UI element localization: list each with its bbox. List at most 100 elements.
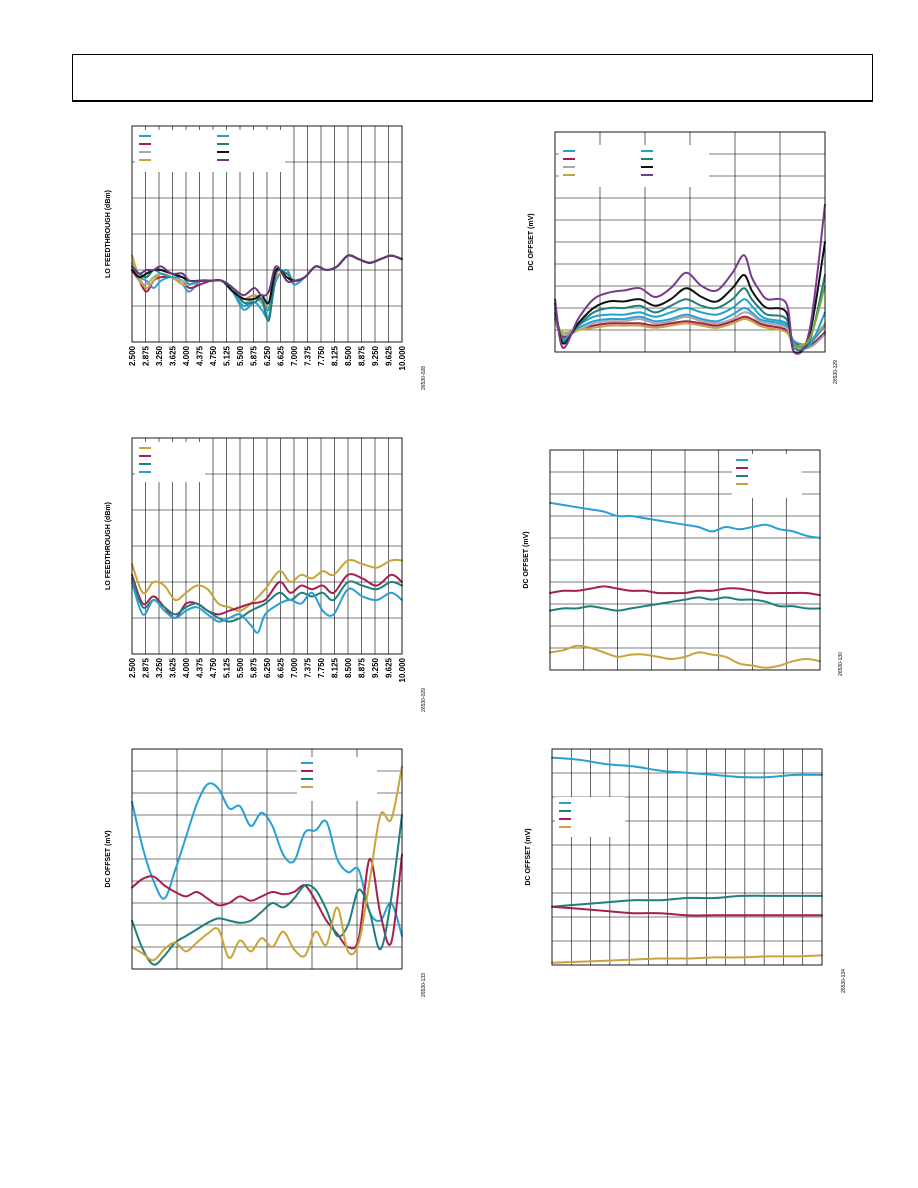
series-line-4 xyxy=(554,317,826,347)
x-tick-label: 4.000 xyxy=(182,345,191,366)
series-line-8 xyxy=(131,254,403,297)
x-tick-label: 4.750 xyxy=(209,657,218,678)
x-tick-label: 7.375 xyxy=(304,657,313,678)
x-tick-label: 5.125 xyxy=(223,657,232,678)
series-line-3 xyxy=(131,814,403,966)
x-tick-label: 9.250 xyxy=(371,657,380,678)
x-tick-label: 5.125 xyxy=(223,345,232,366)
plot-area-frame xyxy=(131,125,403,343)
series-line-4 xyxy=(131,581,403,634)
x-tick-label: 3.625 xyxy=(169,345,178,366)
figure-code: 26530-029 xyxy=(421,688,427,712)
y-axis-label: DC OFFSET (mV) xyxy=(525,828,532,885)
x-tick-label: 3.250 xyxy=(155,345,164,366)
x-tick-label: 6.625 xyxy=(277,345,286,366)
legend xyxy=(135,442,205,482)
x-tick-label: 8.125 xyxy=(331,345,340,366)
series-line-1 xyxy=(549,501,821,539)
gridlines xyxy=(552,749,822,965)
x-tick-label: 7.000 xyxy=(290,345,299,366)
series-line-4 xyxy=(131,765,403,962)
legend xyxy=(297,757,377,801)
series-line-5 xyxy=(554,298,826,349)
y-axis-label: LO FEEDTHROUGH (dBm) xyxy=(105,502,112,590)
legend xyxy=(559,145,709,187)
x-tick-label: 3.250 xyxy=(155,657,164,678)
figure-code: 26530-028 xyxy=(421,366,427,390)
lo-feedthrough-chart-3: 2.500 2.875 3.250 3.625 4.000 4.375 4.750 5.125… xyxy=(105,437,427,712)
y-axis-label: LO FEEDTHROUGH (dBm) xyxy=(105,190,112,278)
series-group xyxy=(131,558,403,634)
x-tick-label: 7.750 xyxy=(317,657,326,678)
lo-feedthrough-chart-1: 2.500 2.875 3.250 3.625 4.000 4.375 4.750 5.125… xyxy=(105,125,427,390)
plot-area-frame xyxy=(551,748,823,966)
legend-background xyxy=(135,130,285,172)
x-tick-label: 9.250 xyxy=(371,345,380,366)
series-line-2 xyxy=(551,894,823,908)
x-tick-label: 7.000 xyxy=(290,657,299,678)
series-line-3 xyxy=(551,905,823,917)
x-tick-label: 4.750 xyxy=(209,345,218,366)
x-tick-label: 2.875 xyxy=(142,657,151,678)
figure-code: 26530-134 xyxy=(841,969,847,993)
x-tick-label: 9.625 xyxy=(385,345,394,366)
x-tick-label: 7.750 xyxy=(317,345,326,366)
dc-offset-chart-6: DC OFFSET (mV) 26530-134 xyxy=(525,748,847,993)
series-line-1 xyxy=(131,782,403,937)
legend xyxy=(732,454,802,498)
series-line-1 xyxy=(131,558,403,612)
series-line-4 xyxy=(549,644,821,669)
figure-code: 26530-129 xyxy=(833,360,839,384)
x-tick-label: 7.375 xyxy=(304,345,313,366)
plot-area-frame xyxy=(554,131,826,353)
x-tick-label: 6.250 xyxy=(263,345,272,366)
x-tick-label: 8.500 xyxy=(344,345,353,366)
series-line-9 xyxy=(793,285,826,349)
x-tick-label: 2.500 xyxy=(128,345,137,366)
series-line-3 xyxy=(554,311,826,350)
plot-area-frame xyxy=(131,748,403,970)
series-group xyxy=(131,254,403,322)
series-line-4 xyxy=(551,954,823,964)
series-line-3 xyxy=(549,596,821,612)
x-tick-label: 8.875 xyxy=(358,345,367,366)
dc-offset-chart-2: DC OFFSET (mV) 26530-129 xyxy=(528,131,839,384)
legend xyxy=(555,797,625,837)
x-tick-label: 10.000 xyxy=(398,657,407,682)
page-header-box xyxy=(72,54,873,102)
x-tick-label: 2.875 xyxy=(142,345,151,366)
legend xyxy=(135,130,285,172)
x-tick-label: 5.875 xyxy=(250,657,259,678)
series-group xyxy=(131,765,403,966)
x-tick-label: 5.875 xyxy=(250,345,259,366)
series-line-8 xyxy=(554,203,826,355)
x-tick-label: 8.125 xyxy=(331,657,340,678)
legend-background xyxy=(559,145,709,187)
series-line-2 xyxy=(549,585,821,597)
series-line-2 xyxy=(131,853,403,950)
figure-code: 26530-130 xyxy=(838,652,844,676)
x-tick-label: 4.375 xyxy=(196,657,205,678)
x-tick-label: 4.000 xyxy=(182,657,191,678)
x-tick-label: 6.250 xyxy=(263,657,272,678)
x-tick-label: 8.875 xyxy=(358,657,367,678)
y-axis-label: DC OFFSET (mV) xyxy=(523,531,530,588)
series-line-7 xyxy=(554,241,826,355)
series-group xyxy=(549,501,821,669)
series-line-6 xyxy=(554,274,826,352)
x-tick-label: 5.500 xyxy=(236,345,245,366)
x-tick-label: 8.500 xyxy=(344,657,353,678)
x-tick-label: 9.625 xyxy=(385,657,394,678)
x-tick-label: 5.500 xyxy=(236,657,245,678)
dc-offset-chart-4: DC OFFSET (mV) 26530-130 xyxy=(523,449,844,676)
series-line-2 xyxy=(554,315,826,348)
x-tick-label: 6.625 xyxy=(277,657,286,678)
dc-offset-chart-5: DC OFFSET (mV) 26530-133 xyxy=(105,748,427,997)
plot-area-frame xyxy=(549,449,821,671)
x-tick-label: 3.625 xyxy=(169,657,178,678)
gridlines xyxy=(550,450,820,670)
series-line-1 xyxy=(554,306,826,346)
x-tick-label: 4.375 xyxy=(196,345,205,366)
figure-code: 26530-133 xyxy=(421,973,427,997)
plot-area-frame xyxy=(131,437,403,655)
